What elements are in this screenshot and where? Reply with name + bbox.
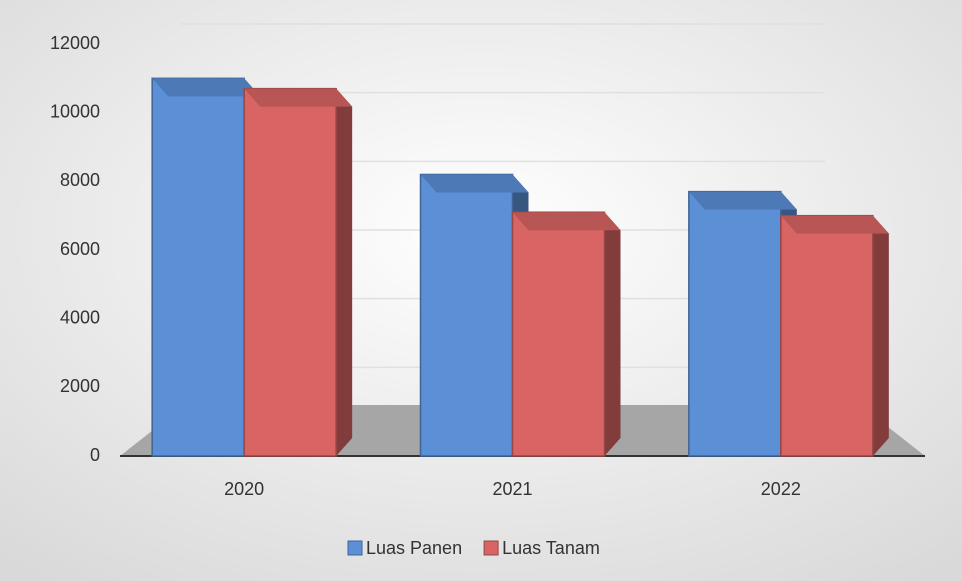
bar	[688, 190, 782, 457]
x-tick-label: 2020	[224, 479, 264, 499]
bar-side	[872, 215, 889, 456]
y-tick-label: 4000	[60, 307, 100, 327]
y-tick-label: 6000	[60, 239, 100, 259]
bar-side	[604, 212, 621, 456]
bar-top	[420, 174, 529, 193]
bar	[151, 77, 245, 457]
y-tick-label: 12000	[50, 33, 100, 53]
legend-label: Luas Panen	[366, 538, 462, 558]
x-tick-label: 2022	[761, 479, 801, 499]
x-tick-label: 2021	[492, 479, 532, 499]
y-tick-label: 2000	[60, 376, 100, 396]
bar-top	[244, 88, 353, 107]
legend-swatch	[347, 540, 363, 556]
y-tick-label: 10000	[50, 101, 100, 121]
bar-top	[512, 212, 621, 231]
bar	[780, 214, 874, 457]
bar	[419, 173, 514, 457]
legend-label: Luas Tanam	[502, 538, 600, 558]
bar-top	[688, 191, 797, 210]
bar	[511, 211, 606, 457]
y-tick-label: 0	[90, 445, 100, 465]
legend-swatch	[483, 540, 499, 556]
y-tick-label: 8000	[60, 170, 100, 190]
bar-top	[152, 78, 261, 97]
bar	[243, 87, 337, 457]
bar-top	[780, 215, 889, 234]
legend: Luas Panen Luas Tanam	[347, 538, 600, 558]
bar-side	[336, 88, 353, 456]
